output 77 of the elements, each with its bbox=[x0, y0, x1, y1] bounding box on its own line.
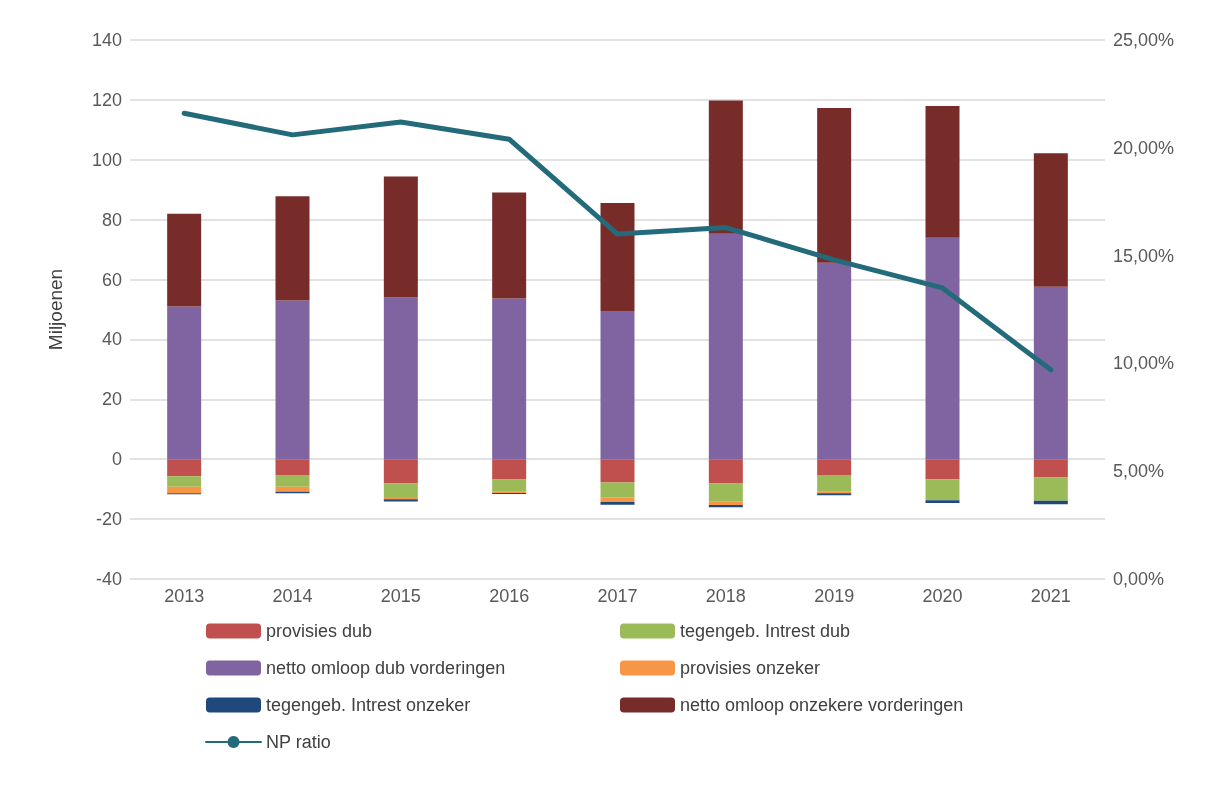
bar bbox=[708, 459, 743, 484]
bar bbox=[383, 297, 418, 460]
bar bbox=[600, 311, 635, 460]
bar bbox=[275, 486, 310, 492]
bar bbox=[817, 475, 852, 492]
bar bbox=[708, 501, 743, 506]
bar bbox=[492, 479, 527, 492]
bar bbox=[708, 233, 743, 460]
bar bbox=[817, 107, 852, 263]
x-tick-label: 2015 bbox=[380, 586, 421, 606]
y2-tick-label: 5,00% bbox=[1113, 461, 1165, 482]
bar bbox=[600, 202, 635, 311]
bar bbox=[708, 505, 743, 508]
x-tick-label: 2014 bbox=[272, 586, 313, 606]
bar bbox=[383, 176, 418, 298]
bar bbox=[167, 486, 202, 494]
bar bbox=[492, 192, 527, 299]
bar bbox=[708, 483, 743, 502]
x-tick-label: 2018 bbox=[705, 586, 746, 606]
y-tick-label: 0 bbox=[111, 449, 122, 470]
bar bbox=[925, 237, 960, 460]
y2-tick-label: 15,00% bbox=[1113, 245, 1175, 266]
y-tick-label: 80 bbox=[101, 209, 122, 230]
bar bbox=[1033, 477, 1068, 501]
legend-label: NP ratio bbox=[266, 732, 331, 752]
x-tick-label: 2021 bbox=[1030, 586, 1071, 606]
bar bbox=[167, 213, 202, 307]
legend-label: provisies dub bbox=[266, 621, 373, 641]
bar bbox=[817, 262, 852, 460]
bar bbox=[1033, 459, 1068, 478]
x-tick-label: 2016 bbox=[489, 586, 530, 606]
legend-label: tegengeb. Intrest onzeker bbox=[266, 695, 471, 715]
bar bbox=[492, 459, 527, 480]
bar bbox=[492, 298, 527, 460]
bar bbox=[925, 459, 960, 480]
legend-label: provisies onzeker bbox=[680, 658, 821, 678]
bar bbox=[600, 502, 635, 505]
x-tick-label: 2020 bbox=[922, 586, 963, 606]
bar bbox=[383, 459, 418, 484]
bar bbox=[275, 475, 310, 487]
x-tick-label: 2017 bbox=[597, 586, 638, 606]
bar bbox=[817, 459, 852, 476]
y-tick-label: 20 bbox=[101, 389, 122, 410]
y-tick-label: 60 bbox=[101, 269, 122, 290]
x-tick-label: 2013 bbox=[164, 586, 205, 606]
bar bbox=[600, 459, 635, 483]
bar bbox=[925, 479, 960, 501]
bar bbox=[708, 100, 743, 234]
bar bbox=[600, 482, 635, 498]
y2-tick-label: 10,00% bbox=[1113, 353, 1175, 374]
bar bbox=[1033, 500, 1068, 505]
y-tick-label: -20 bbox=[95, 509, 122, 530]
bar bbox=[1033, 153, 1068, 287]
y2-tick-label: 25,00% bbox=[1113, 30, 1175, 50]
bar bbox=[1033, 286, 1068, 460]
y-tick-label: 40 bbox=[101, 329, 122, 350]
y-tick-label: -40 bbox=[95, 569, 122, 589]
x-tick-label: 2019 bbox=[814, 586, 855, 606]
bar bbox=[275, 459, 310, 476]
bar bbox=[925, 105, 960, 238]
bar bbox=[275, 196, 310, 301]
legend-label: netto omloop onzekere vorderingen bbox=[680, 695, 964, 715]
y-tick-label: 100 bbox=[91, 149, 122, 170]
bar bbox=[275, 300, 310, 460]
y2-tick-label: 0,00% bbox=[1113, 569, 1165, 589]
bar bbox=[600, 497, 635, 503]
y-tick-label: 120 bbox=[91, 89, 122, 110]
bar bbox=[167, 476, 202, 487]
bar bbox=[925, 500, 960, 503]
bar bbox=[167, 306, 202, 460]
bar bbox=[383, 483, 418, 497]
bar bbox=[167, 459, 202, 477]
y-axis-title: Miljoenen bbox=[45, 268, 66, 351]
y-tick-label: 140 bbox=[91, 30, 122, 50]
legend-label: netto omloop dub vorderingen bbox=[266, 658, 506, 678]
y2-tick-label: 20,00% bbox=[1113, 137, 1175, 158]
legend-label: tegengeb. Intrest dub bbox=[680, 621, 851, 641]
